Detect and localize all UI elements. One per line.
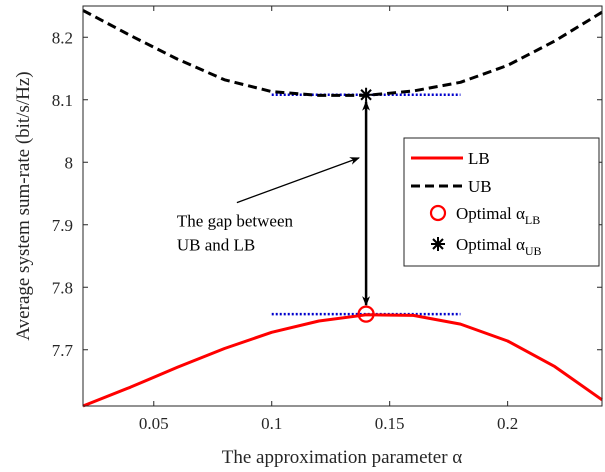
y-tick-label: 7.8 <box>52 278 73 297</box>
y-tick-label: 8.1 <box>52 91 73 110</box>
x-axis-label: The approximation parameter α <box>222 447 463 468</box>
y-axis-label: Average system sum-rate (bit/s/Hz) <box>13 71 34 340</box>
legend: LB UB Optimal αLB Optimal αUB <box>403 137 600 267</box>
y-tick-label: 8.2 <box>52 28 73 47</box>
optimal-ub-marker <box>359 87 374 102</box>
legend-circle-marker <box>429 204 447 222</box>
reference-lines <box>271 93 461 316</box>
series-lb-line <box>82 313 603 408</box>
y-ticks: 7.7 7.8 7.9 8 8.1 8.2 <box>52 28 602 360</box>
series-layer <box>82 9 603 408</box>
y-tick-label: 8 <box>65 153 74 172</box>
annotation-line-1: The gap between <box>177 212 294 231</box>
legend-lb-label: LB <box>468 149 490 168</box>
gap-annotation: The gap between UB and LB <box>177 157 360 255</box>
annotation-line-2: UB and LB <box>177 236 255 255</box>
legend-ub-label: UB <box>468 177 492 196</box>
y-tick-label: 7.9 <box>52 216 73 235</box>
annotation-arrow <box>236 157 360 204</box>
x-tick-label: 0.05 <box>139 414 169 433</box>
y-tick-label: 7.7 <box>52 341 74 360</box>
optimal-lb-marker <box>357 305 375 323</box>
legend-opt-lb-label: Optimal αLB <box>456 204 540 227</box>
series-ub-line <box>82 9 603 97</box>
x-ticks: 0.05 0.1 0.15 0.2 <box>139 6 518 433</box>
marker-layer <box>357 87 375 323</box>
x-tick-label: 0.2 <box>497 414 518 433</box>
x-tick-label: 0.1 <box>261 414 282 433</box>
legend-asterisk-marker <box>431 237 445 251</box>
legend-opt-ub-label: Optimal αUB <box>456 235 542 258</box>
axes-frame <box>82 5 603 407</box>
x-tick-label: 0.15 <box>375 414 405 433</box>
